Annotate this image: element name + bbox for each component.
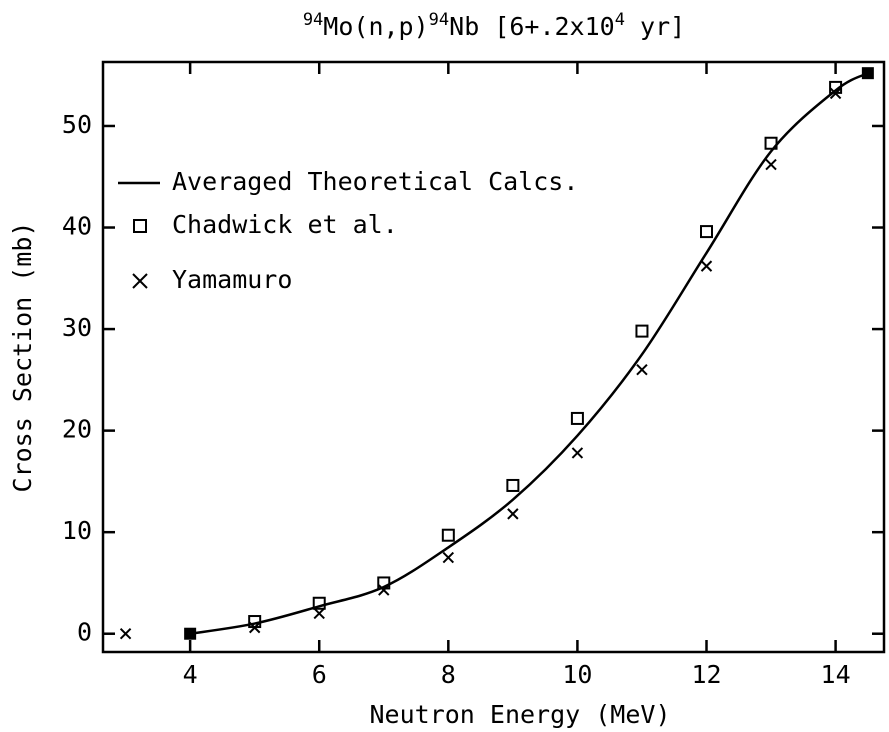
cross-point bbox=[507, 508, 519, 520]
x-tick-label: 10 bbox=[562, 660, 592, 689]
square-point bbox=[441, 528, 455, 542]
y-tick-label: 50 bbox=[62, 110, 92, 139]
cross-point bbox=[571, 447, 584, 459]
square-point bbox=[700, 225, 713, 239]
legend-label: Yamamuro bbox=[172, 265, 292, 294]
square-point bbox=[377, 576, 391, 590]
x-axis-label: Neutron Energy (MeV) bbox=[369, 700, 670, 729]
cross-point bbox=[636, 363, 648, 376]
square-point bbox=[635, 324, 649, 338]
legend-square bbox=[133, 219, 147, 233]
cross-point bbox=[313, 607, 325, 620]
cross-point bbox=[442, 551, 455, 564]
legend-label: Averaged Theoretical Calcs. bbox=[172, 167, 578, 196]
x-tick-label: 4 bbox=[183, 660, 198, 689]
legend-cross bbox=[132, 273, 148, 289]
cross-point bbox=[119, 628, 132, 640]
x-tick-label: 8 bbox=[441, 660, 456, 689]
curve-endpoint bbox=[184, 627, 197, 640]
y-tick-label: 40 bbox=[62, 212, 92, 241]
title-text: Nb [6+.2x10 bbox=[449, 12, 615, 41]
square-point bbox=[764, 136, 778, 150]
plot-frame bbox=[101, 60, 886, 654]
title-superscript: 94 bbox=[429, 10, 449, 30]
y-tick-label: 0 bbox=[77, 618, 92, 647]
title-superscript: 94 bbox=[303, 10, 323, 30]
y-tick-label: 10 bbox=[62, 516, 92, 545]
y-axis-label: Cross Section (mb) bbox=[8, 222, 37, 493]
chart-title: 94Mo(n,p)94Nb [6+.2x104 yr] bbox=[303, 10, 685, 41]
cross-point bbox=[765, 158, 777, 171]
title-superscript: 4 bbox=[615, 10, 625, 30]
x-tick-label: 14 bbox=[821, 660, 851, 689]
square-point bbox=[506, 478, 520, 492]
cross-point bbox=[248, 621, 261, 634]
cross-point bbox=[378, 584, 390, 596]
x-tick-label: 12 bbox=[691, 660, 721, 689]
title-text: yr] bbox=[625, 12, 685, 41]
title-text: Mo(n,p) bbox=[323, 12, 428, 41]
square-point bbox=[570, 411, 584, 425]
legend-label: Chadwick et al. bbox=[172, 210, 398, 239]
curve-endpoint bbox=[861, 67, 874, 80]
cross-point bbox=[829, 87, 842, 100]
x-tick-label: 6 bbox=[312, 660, 327, 689]
y-tick-label: 30 bbox=[62, 313, 92, 342]
y-tick-label: 20 bbox=[62, 415, 92, 444]
square-point bbox=[312, 596, 326, 610]
curve bbox=[189, 72, 869, 635]
cross-point bbox=[700, 260, 713, 272]
